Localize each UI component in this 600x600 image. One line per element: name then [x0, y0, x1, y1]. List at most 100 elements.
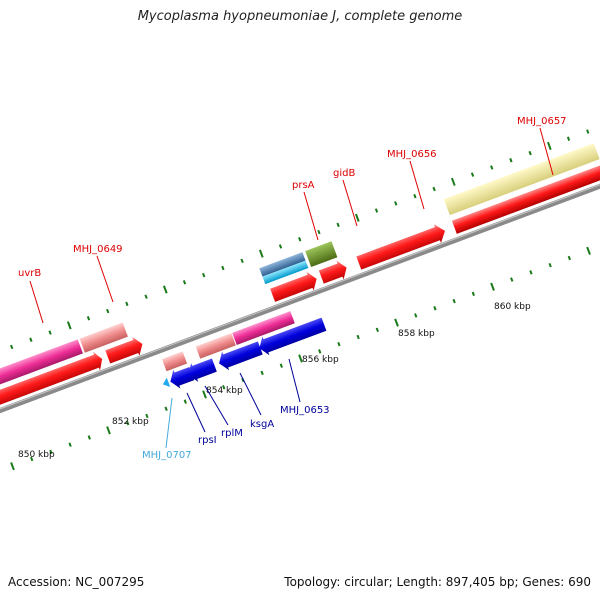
tick-mark	[567, 255, 571, 261]
tick-label-852: 852 kbp	[112, 417, 149, 427]
tick-mark	[258, 249, 264, 258]
callout-MHJ_0649	[96, 255, 114, 303]
tick-mark	[566, 136, 571, 141]
tick-mark	[48, 330, 52, 335]
tick-mark	[586, 246, 591, 255]
tick-mark	[202, 390, 207, 399]
tick-mark	[528, 150, 532, 156]
label-MHJ_0653: MHJ_0653	[280, 405, 330, 416]
tick-mark	[10, 344, 14, 350]
tick-label-856: 856 kbp	[302, 355, 339, 365]
tick-mark	[298, 237, 302, 242]
label-prsA: prsA	[292, 180, 315, 191]
callout-ksgA	[239, 372, 262, 416]
tick-mark	[450, 177, 456, 186]
tick-mark	[414, 313, 418, 318]
callout-rplM	[204, 385, 229, 426]
tick-mark	[126, 420, 130, 426]
tick-mark	[222, 385, 226, 390]
tick-row-outer	[10, 129, 590, 350]
tick-mark	[433, 306, 437, 311]
tick-label-850: 850 kbp	[18, 450, 55, 460]
feature-MHJ_0657	[443, 143, 600, 216]
feature-prsA-lower	[262, 260, 309, 285]
tick-mark	[298, 354, 303, 363]
label-gidB: gidB	[333, 168, 355, 179]
tick-mark	[182, 280, 187, 285]
genome-stats-text: Topology: circular; Length: 897,405 bp; …	[284, 575, 591, 589]
callout-prsA	[303, 191, 319, 241]
tick-mark	[279, 363, 283, 368]
callout-uvrB	[29, 280, 44, 324]
tick-mark	[221, 265, 225, 271]
tick-mark	[317, 229, 321, 235]
label-MHJ_0707: MHJ_0707	[142, 450, 192, 461]
tick-mark	[145, 413, 149, 419]
map-title: Mycoplasma hyopneumoniae J, complete gen…	[137, 9, 463, 24]
tick-mark	[144, 294, 148, 299]
feature-uvrB	[0, 339, 83, 388]
tick-mark	[318, 349, 322, 354]
feature-red-f3	[270, 271, 317, 302]
tick-mark	[510, 277, 514, 282]
callout-rpsI	[186, 392, 206, 433]
feature-gidB	[305, 241, 338, 268]
tick-mark	[202, 272, 206, 278]
tick-mark	[509, 158, 513, 163]
tick-mark	[356, 334, 360, 340]
tick-mark	[394, 318, 399, 327]
label-MHJ_0649: MHJ_0649	[73, 244, 123, 255]
tick-mark	[470, 172, 475, 177]
tick-mark	[452, 298, 456, 304]
feature-MHJ_0707	[161, 351, 188, 372]
tick-mark	[490, 282, 495, 291]
feature-red-f5	[356, 224, 445, 270]
feature-red-f4	[318, 260, 347, 284]
feature-MHJ_0649	[79, 322, 128, 353]
callout-MHJ_0656	[409, 160, 425, 210]
tick-row-inner	[10, 246, 591, 471]
tick-mark	[183, 399, 187, 404]
tick-mark	[164, 406, 168, 411]
label-MHJ_0657: MHJ_0657	[517, 116, 567, 127]
feature-cyan-r	[162, 377, 171, 387]
tick-mark	[125, 301, 129, 307]
tick-mark	[548, 262, 552, 268]
tick-mark	[162, 285, 168, 294]
tick-mark	[87, 435, 91, 440]
tick-mark	[432, 186, 436, 192]
tick-mark	[106, 426, 111, 435]
tick-label-858: 858 kbp	[398, 329, 435, 339]
tick-mark	[260, 370, 264, 376]
tick-mark	[529, 270, 533, 275]
label-MHJ_0656: MHJ_0656	[387, 149, 437, 160]
tick-mark	[10, 462, 15, 471]
feature-red-f2	[105, 337, 143, 364]
feature-blue-r2	[259, 317, 327, 356]
tick-label-860: 860 kbp	[494, 302, 531, 312]
tick-mark	[394, 201, 398, 206]
tick-mark	[336, 222, 340, 228]
callout-MHJ_0707	[165, 397, 173, 449]
accession-text: Accession: NC_007295	[8, 575, 145, 589]
tick-mark	[278, 244, 283, 249]
tick-mark	[471, 291, 475, 297]
tick-mark	[86, 316, 91, 321]
tick-mark	[586, 129, 590, 134]
tick-mark	[337, 341, 341, 347]
tick-mark	[49, 449, 53, 455]
tick-mark	[30, 456, 34, 462]
feature-ksgA	[219, 341, 263, 371]
feature-rplM	[188, 358, 217, 382]
label-rpsI: rpsI	[198, 435, 217, 446]
feature-red-f6	[451, 164, 600, 234]
tick-mark	[106, 308, 110, 314]
tick-mark	[546, 141, 552, 151]
feature-rpsI	[170, 366, 195, 389]
label-ksgA: ksgA	[250, 419, 274, 430]
tick-mark	[375, 327, 379, 333]
tick-mark	[413, 193, 417, 199]
tick-mark	[29, 337, 33, 342]
feature-MHJ_0653	[232, 311, 295, 345]
